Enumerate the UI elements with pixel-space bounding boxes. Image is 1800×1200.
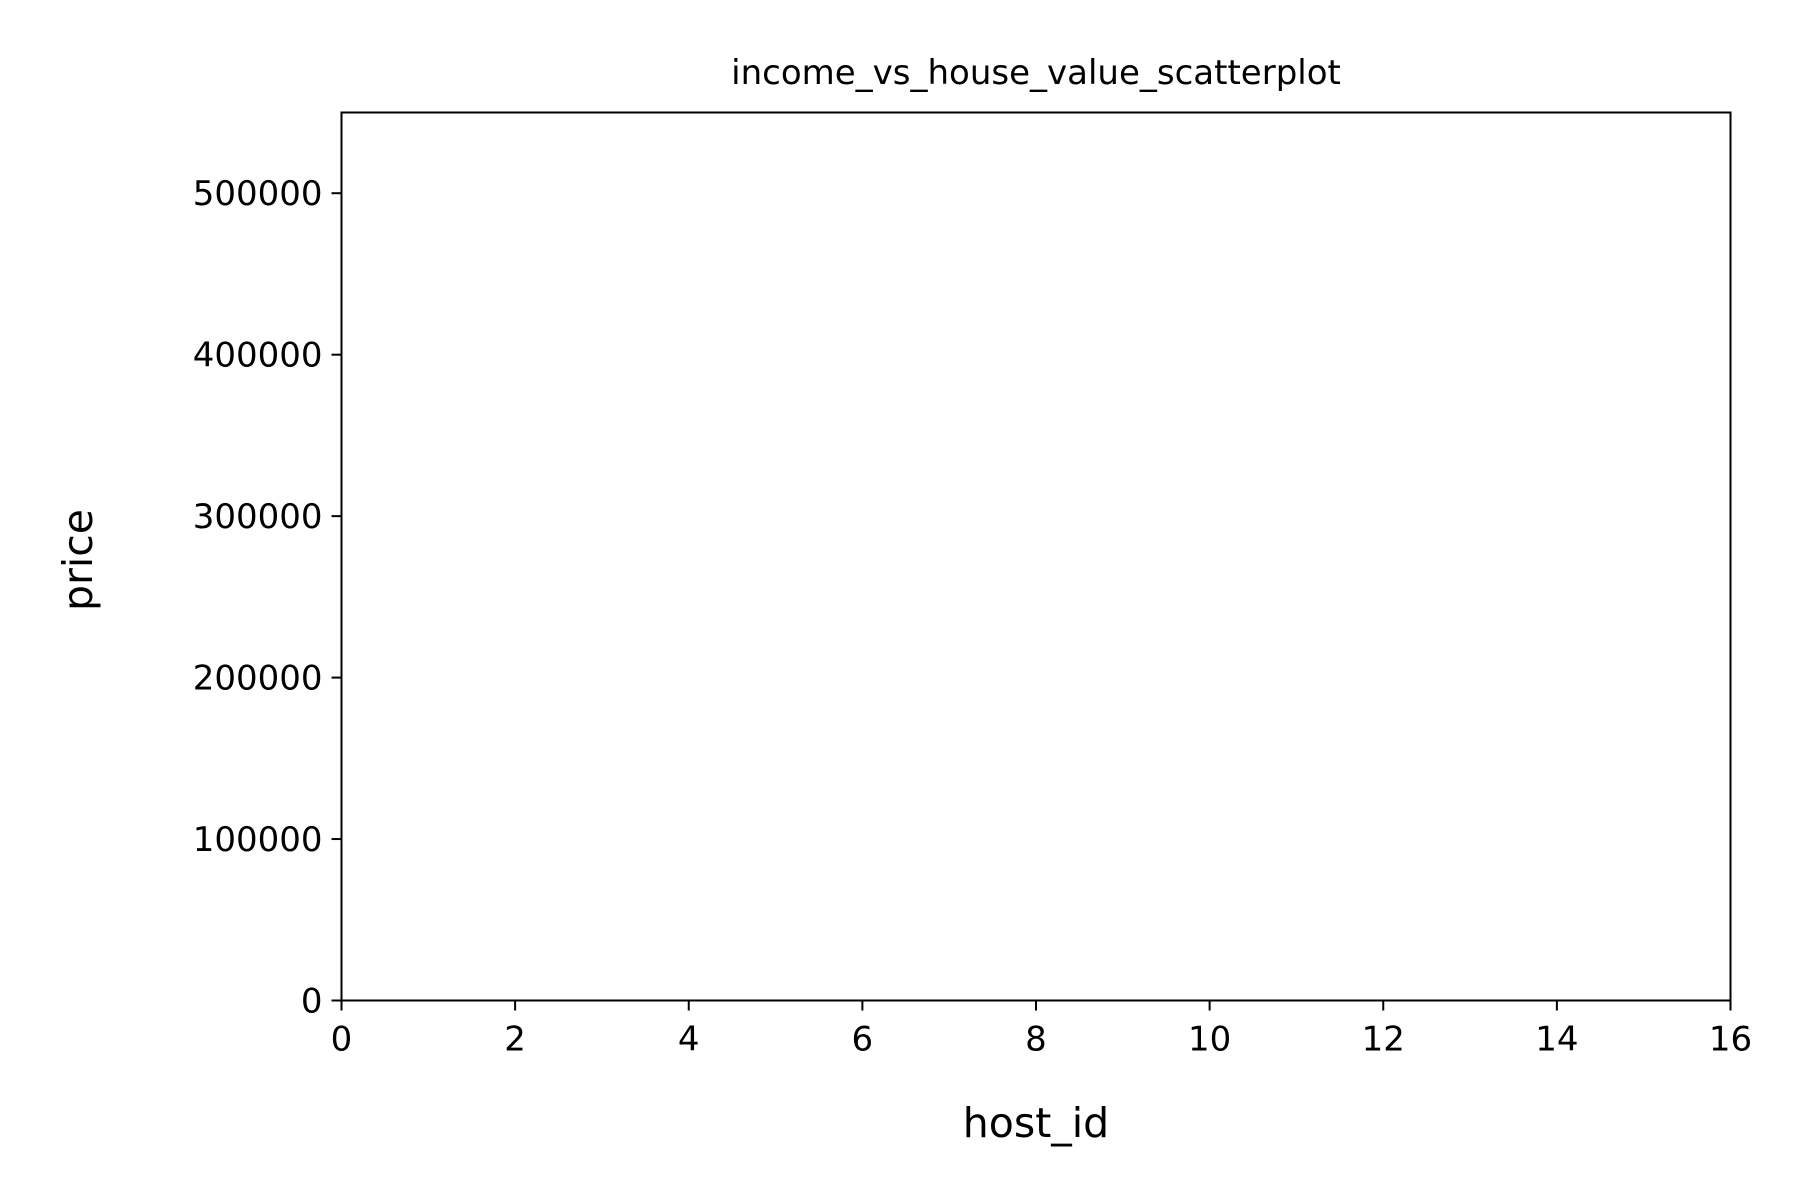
y-tick-label: 300000: [193, 497, 323, 537]
x-tick-label: 14: [1535, 1020, 1578, 1060]
y-tick-label: 100000: [193, 820, 323, 860]
x-tick-label: 0: [331, 1020, 353, 1060]
y-axis-ticks: 0 100000 200000 300000 400000 500000: [193, 174, 342, 1022]
y-tick-label: 400000: [193, 336, 323, 376]
y-tick-label: 500000: [193, 174, 323, 214]
y-tick-label: 0: [301, 982, 323, 1022]
y-axis-title: price: [54, 509, 102, 611]
x-axis-ticks: 0 2 4 6 8 10 12 14 16: [331, 1000, 1752, 1060]
chart-title: income_vs_house_value_scatterplot: [731, 53, 1341, 93]
y-tick-label: 200000: [193, 659, 323, 699]
x-tick-label: 2: [504, 1020, 526, 1060]
x-tick-label: 16: [1709, 1020, 1752, 1060]
x-axis-title: host_id: [963, 1099, 1109, 1147]
x-tick-label: 8: [1025, 1020, 1047, 1060]
x-tick-label: 4: [678, 1020, 700, 1060]
x-tick-label: 12: [1362, 1020, 1405, 1060]
x-tick-label: 6: [852, 1020, 874, 1060]
x-tick-label: 10: [1188, 1020, 1231, 1060]
